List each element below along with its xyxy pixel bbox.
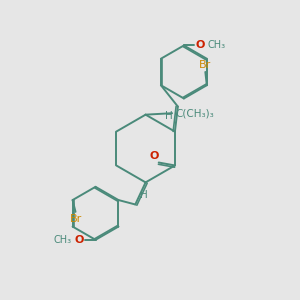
Text: CH₃: CH₃ (54, 235, 72, 245)
Text: C(CH₃)₃: C(CH₃)₃ (175, 108, 214, 118)
Text: Br: Br (199, 60, 212, 70)
Text: O: O (150, 151, 159, 161)
Text: Br: Br (69, 214, 82, 224)
Text: O: O (196, 40, 205, 50)
Text: H: H (140, 190, 147, 200)
Text: H: H (165, 111, 172, 121)
Text: CH₃: CH₃ (207, 40, 226, 50)
Text: O: O (74, 235, 84, 245)
